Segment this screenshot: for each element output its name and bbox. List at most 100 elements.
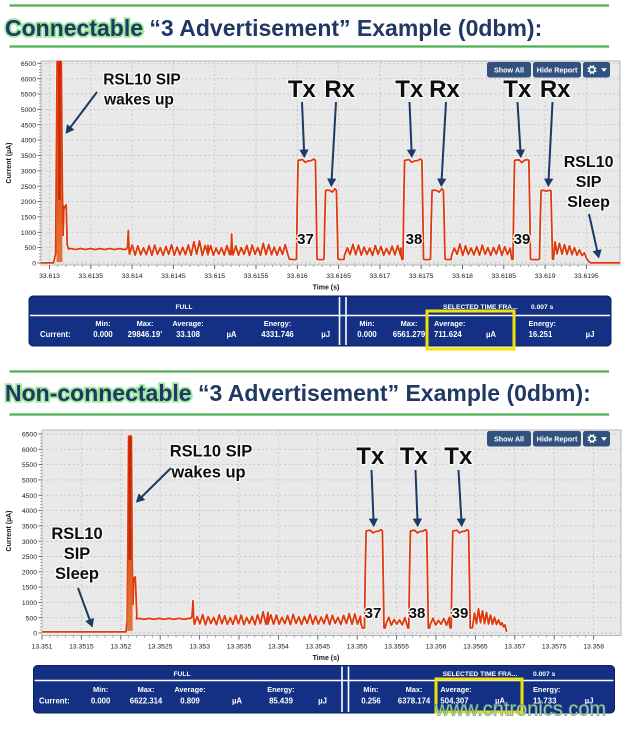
svg-text:1000: 1000: [21, 230, 36, 237]
svg-text:37: 37: [365, 605, 382, 622]
svg-text:FULL: FULL: [175, 304, 192, 311]
svg-text:SIP: SIP: [576, 174, 602, 191]
svg-text:39: 39: [452, 605, 469, 622]
svg-text:33.618: 33.618: [452, 273, 473, 280]
svg-text:SELECTED TIME FRA...: SELECTED TIME FRA...: [443, 671, 518, 678]
svg-text:16.251: 16.251: [529, 330, 554, 339]
svg-text:Tx: Tx: [444, 443, 473, 470]
svg-text:39: 39: [452, 605, 469, 622]
svg-text:1500: 1500: [22, 585, 37, 592]
svg-text:SIP: SIP: [64, 545, 91, 563]
svg-text:Max:: Max:: [138, 685, 155, 694]
svg-text:Energy:: Energy:: [533, 685, 561, 694]
svg-text:37: 37: [365, 605, 382, 622]
svg-text:Tx: Tx: [288, 76, 317, 103]
svg-text:33.6185: 33.6185: [492, 273, 517, 280]
svg-text:33.616: 33.616: [287, 273, 308, 280]
svg-text:Tx: Tx: [503, 76, 532, 103]
svg-text:33.615: 33.615: [204, 273, 225, 280]
svg-text:Rx: Rx: [324, 76, 355, 103]
svg-text:Min:: Min:: [363, 685, 378, 694]
svg-text:39: 39: [514, 231, 531, 248]
svg-text:µA: µA: [495, 697, 505, 706]
svg-text:Sleep: Sleep: [55, 565, 99, 583]
svg-text:3500: 3500: [22, 523, 37, 530]
svg-text:0: 0: [33, 631, 37, 638]
svg-text:Energy:: Energy:: [264, 319, 292, 328]
svg-text:Rx: Rx: [429, 76, 460, 103]
svg-text:Max:: Max:: [406, 685, 423, 694]
svg-text:38: 38: [406, 231, 423, 248]
svg-text:Tx: Tx: [444, 443, 473, 470]
svg-text:FULL: FULL: [173, 671, 190, 678]
svg-text:Time (s): Time (s): [313, 285, 340, 292]
svg-text:µJ: µJ: [318, 697, 327, 706]
svg-text:3000: 3000: [22, 539, 37, 546]
svg-text:Time (s): Time (s): [313, 655, 340, 662]
svg-text:µJ: µJ: [586, 330, 595, 339]
svg-text:0.000: 0.000: [93, 330, 113, 339]
svg-text:wakes up: wakes up: [170, 464, 245, 482]
svg-text:6378.174: 6378.174: [398, 697, 431, 706]
svg-text:0.007 s: 0.007 s: [531, 304, 554, 311]
svg-text:29846.19’: 29846.19’: [128, 330, 163, 339]
svg-text:Average:: Average:: [172, 319, 203, 328]
svg-text:6561.279: 6561.279: [393, 330, 426, 339]
svg-text:RSL10 SIP: RSL10 SIP: [103, 72, 181, 89]
svg-text:5500: 5500: [22, 462, 37, 469]
svg-text:4500: 4500: [22, 493, 37, 500]
svg-text:RSL10: RSL10: [564, 154, 614, 171]
svg-text:Rx: Rx: [540, 76, 571, 103]
svg-text:13.3555: 13.3555: [384, 644, 409, 651]
svg-text:33.613: 33.613: [39, 273, 60, 280]
svg-text:4331.746: 4331.746: [261, 330, 294, 339]
svg-text:RSL10: RSL10: [51, 525, 102, 543]
svg-text:13.357: 13.357: [504, 644, 525, 651]
svg-text:Non-connectable “3 Advertiseme: Non-connectable “3 Advertisement” Exampl…: [5, 380, 591, 406]
svg-text:Show All: Show All: [494, 435, 524, 444]
svg-text:3500: 3500: [21, 153, 36, 160]
svg-text:RSL10 SIP: RSL10 SIP: [103, 72, 181, 89]
svg-text:www.cntronics.com: www.cntronics.com: [434, 699, 606, 721]
svg-text:Current:: Current:: [39, 697, 70, 706]
svg-text:2500: 2500: [21, 184, 36, 191]
svg-text:2000: 2000: [21, 199, 36, 206]
svg-text:500: 500: [25, 245, 37, 252]
svg-text:711.624: 711.624: [434, 330, 462, 339]
svg-text:SELECTED TIME FRA...: SELECTED TIME FRA...: [443, 304, 518, 311]
svg-text:3000: 3000: [21, 168, 36, 175]
svg-text:2000: 2000: [22, 569, 37, 576]
svg-text:Tx: Tx: [503, 76, 532, 103]
svg-text:µJ: µJ: [585, 697, 594, 706]
svg-text:Min:: Min:: [93, 685, 108, 694]
svg-text:RSL10: RSL10: [564, 154, 614, 171]
svg-text:Max:: Max:: [137, 319, 154, 328]
svg-text:33.619: 33.619: [535, 273, 556, 280]
svg-text:µA: µA: [486, 330, 496, 339]
svg-text:0.007 s: 0.007 s: [533, 671, 556, 678]
svg-text:Connectable “3 Advertisement”: Connectable “3 Advertisement” Example (0…: [5, 15, 542, 41]
svg-text:0.000: 0.000: [91, 697, 111, 706]
svg-text:Tx: Tx: [400, 443, 429, 470]
svg-text:13.3575: 13.3575: [542, 644, 567, 651]
svg-text:6500: 6500: [22, 432, 37, 439]
svg-text:RSL10 SIP: RSL10 SIP: [170, 443, 253, 461]
svg-text:13.355: 13.355: [347, 644, 368, 651]
svg-text:33.6155: 33.6155: [244, 273, 269, 280]
svg-text:504.307: 504.307: [440, 697, 468, 706]
svg-text:33.6145: 33.6145: [161, 273, 186, 280]
svg-text:Connectable: Connectable: [5, 15, 143, 41]
svg-text:13.354: 13.354: [268, 644, 289, 651]
svg-text:Tx: Tx: [356, 443, 385, 470]
svg-text:5500: 5500: [21, 92, 36, 99]
svg-text:SIP: SIP: [64, 545, 91, 563]
svg-text:Sleep: Sleep: [567, 194, 610, 211]
svg-text:33.6175: 33.6175: [409, 273, 434, 280]
svg-text:13.3545: 13.3545: [306, 644, 331, 651]
svg-text:Energy:: Energy:: [267, 685, 295, 694]
svg-text:85.439: 85.439: [269, 697, 294, 706]
svg-text:1000: 1000: [22, 600, 37, 607]
svg-text:37: 37: [297, 231, 314, 248]
svg-text:µJ: µJ: [321, 330, 330, 339]
svg-text:Min:: Min:: [95, 319, 110, 328]
